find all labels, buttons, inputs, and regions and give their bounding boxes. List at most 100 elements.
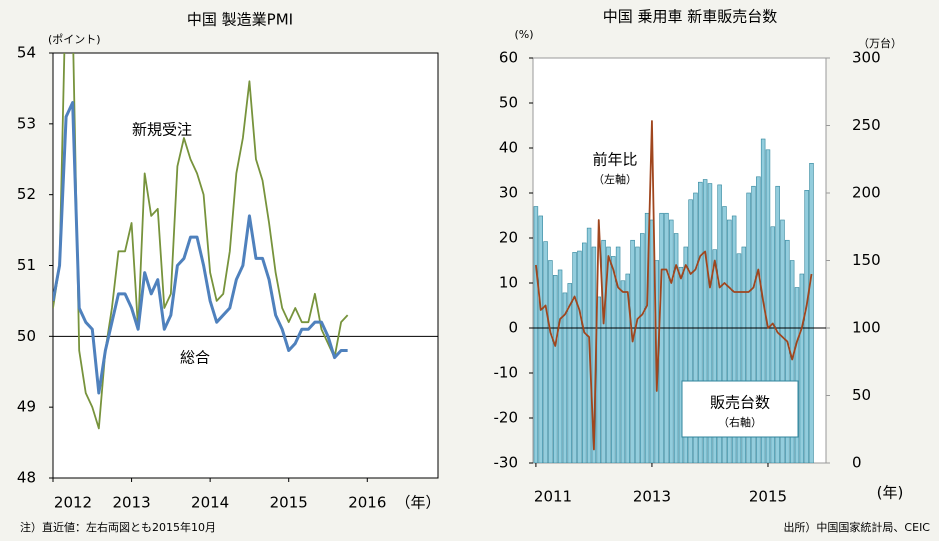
bar bbox=[751, 185, 756, 463]
bar bbox=[640, 233, 645, 463]
bar bbox=[770, 226, 776, 463]
bar bbox=[644, 212, 650, 463]
series-line bbox=[53, 101, 348, 395]
x-tick-label: 2011 bbox=[534, 488, 572, 506]
y-tick-label: 0 bbox=[508, 319, 518, 337]
bar bbox=[698, 181, 703, 463]
bar bbox=[789, 260, 795, 463]
y-tick-label: -30 bbox=[494, 454, 519, 472]
y-tick-label: 53 bbox=[17, 114, 36, 132]
y-axis-label: (ポイント) bbox=[48, 33, 101, 46]
series-label: 総合 bbox=[180, 349, 210, 367]
bar bbox=[756, 176, 761, 463]
bar bbox=[572, 252, 577, 463]
bar bbox=[659, 212, 664, 463]
x-tick-label: 2012 bbox=[54, 494, 92, 512]
bar bbox=[649, 219, 655, 463]
y-tick-label: 49 bbox=[17, 398, 36, 416]
y-tick-label: 54 bbox=[17, 44, 36, 62]
bar bbox=[611, 256, 616, 463]
bar bbox=[731, 215, 737, 463]
y2-tick-label: 300 bbox=[852, 49, 881, 67]
x-tick-label: 2015 bbox=[749, 488, 787, 506]
plot-series bbox=[53, 53, 438, 430]
series-axis-note: （右軸） bbox=[718, 415, 762, 429]
label-box bbox=[681, 380, 799, 438]
bar bbox=[601, 239, 606, 463]
plot-series bbox=[533, 120, 826, 463]
bar bbox=[664, 212, 669, 463]
y-tick-label: 51 bbox=[17, 256, 36, 274]
bar bbox=[780, 219, 785, 463]
y-tick-label: 60 bbox=[499, 49, 518, 67]
y-tick-label: 20 bbox=[499, 229, 518, 247]
bar bbox=[630, 239, 635, 463]
y-tick-label: -20 bbox=[494, 409, 519, 427]
y2-axis-label: （万台） bbox=[858, 36, 902, 50]
bar bbox=[538, 215, 543, 463]
y-tick-label: 48 bbox=[17, 469, 36, 487]
bar bbox=[548, 260, 553, 463]
y-axis-label: (%) bbox=[514, 28, 533, 41]
bar bbox=[765, 149, 771, 463]
x-tick-label: 2013 bbox=[633, 488, 671, 506]
bar bbox=[620, 280, 626, 463]
y2-tick-label: 150 bbox=[852, 251, 881, 269]
y-tick-label: 10 bbox=[499, 274, 518, 292]
series-line bbox=[535, 120, 813, 451]
y-tick-label: 50 bbox=[499, 94, 518, 112]
x-tick-label: 2016 bbox=[348, 494, 386, 512]
series-axis-note: （左軸） bbox=[593, 172, 637, 186]
bar bbox=[741, 246, 747, 463]
bar bbox=[577, 250, 582, 463]
y2-tick-label: 200 bbox=[852, 184, 881, 202]
y-tick-label: 40 bbox=[499, 139, 518, 157]
x-axis-unit: （年） bbox=[395, 494, 440, 512]
y-tick-label: 50 bbox=[17, 327, 36, 345]
bar bbox=[533, 206, 539, 463]
bar bbox=[722, 206, 727, 463]
bar bbox=[707, 183, 713, 463]
x-tick-label: 2014 bbox=[191, 494, 229, 512]
bar bbox=[794, 287, 800, 463]
bar bbox=[702, 179, 708, 463]
bar bbox=[775, 185, 780, 463]
bar bbox=[615, 246, 621, 463]
bar bbox=[688, 199, 693, 463]
bar bbox=[712, 249, 718, 463]
x-axis-unit: (年) bbox=[877, 484, 904, 502]
y2-tick-label: 50 bbox=[852, 386, 871, 404]
series-label: 販売台数 bbox=[710, 394, 770, 412]
series-line bbox=[53, 53, 349, 430]
bar bbox=[669, 219, 674, 463]
bar bbox=[557, 269, 563, 463]
bar bbox=[596, 296, 601, 463]
bar bbox=[606, 246, 611, 463]
x-tick-label: 2015 bbox=[270, 494, 308, 512]
y2-tick-label: 0 bbox=[852, 454, 862, 472]
series-label: 新規受注 bbox=[132, 121, 192, 139]
chart-title: 中国 乗用車 新車販売台数 bbox=[603, 8, 778, 26]
bar bbox=[625, 273, 630, 463]
bar bbox=[717, 184, 722, 463]
bar bbox=[553, 275, 558, 463]
x-tick-label: 2013 bbox=[112, 494, 150, 512]
bar bbox=[567, 283, 572, 463]
bar bbox=[562, 292, 568, 463]
bar bbox=[809, 163, 814, 463]
bar bbox=[635, 246, 640, 463]
bar bbox=[543, 241, 548, 463]
series-label: 前年比 bbox=[592, 151, 637, 169]
bar bbox=[799, 273, 805, 463]
bar bbox=[804, 190, 809, 463]
source-note: 出所）中国国家統計局、CEIC bbox=[783, 520, 930, 534]
bar bbox=[673, 233, 679, 463]
y-tick-label: 30 bbox=[499, 184, 518, 202]
y-tick-label: 52 bbox=[17, 185, 36, 203]
bar bbox=[683, 246, 689, 463]
y2-tick-label: 100 bbox=[852, 319, 881, 337]
bar bbox=[582, 242, 587, 463]
footnote: 注）直近値：左右両図とも2015年10月 bbox=[20, 520, 216, 534]
bar bbox=[736, 253, 742, 463]
